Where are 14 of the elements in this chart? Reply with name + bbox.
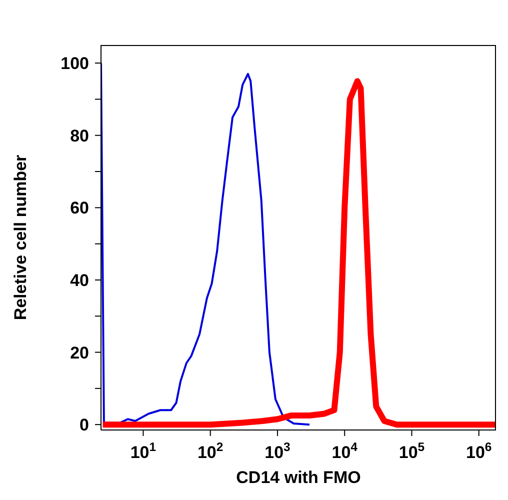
y-tick-label: 60: [70, 198, 89, 218]
x-axis-title: CD14 with FMO: [236, 468, 361, 487]
y-axis-title: Reletive cell number: [11, 154, 30, 320]
x-tick-label: 10$^{1}$: [130, 440, 156, 462]
y-tick-label: 20: [70, 343, 89, 362]
y-tick-label: 80: [70, 126, 89, 146]
x-tick-label: 10$^{3}$: [264, 440, 291, 462]
y-tick-label: 100: [60, 54, 89, 74]
x-tick-label: 10$^{6}$: [466, 440, 492, 462]
x-tick-label: 10$^{5}$: [398, 440, 425, 462]
y-tick-label: 40: [70, 270, 89, 290]
x-tick-label: 10$^{4}$: [332, 440, 358, 462]
y-tick-label: 0: [80, 416, 89, 435]
x-tick-label: 10$^{2}$: [197, 440, 224, 462]
